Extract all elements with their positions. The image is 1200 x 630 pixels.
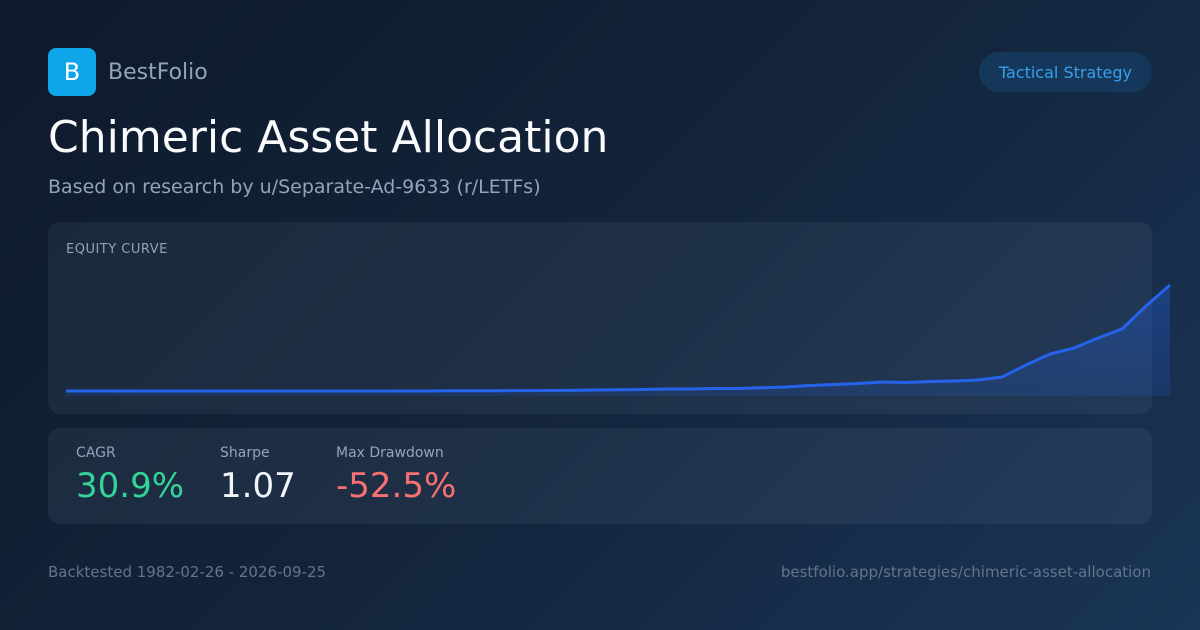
metrics-panel <box>48 428 1152 524</box>
metric-label: CAGR <box>76 445 116 461</box>
metric-value: 30.9% <box>76 466 185 506</box>
metric-label: Sharpe <box>220 445 270 461</box>
brand-name: BestFolio <box>108 60 208 85</box>
metric-label: Max Drawdown <box>336 445 444 461</box>
metric-value: 1.07 <box>220 466 296 506</box>
chart-panel <box>48 222 1152 414</box>
title: Chimeric Asset Allocation <box>48 112 609 163</box>
metric-value: -52.5% <box>336 466 457 506</box>
footer-right: bestfolio.app/strategies/chimeric-asset-… <box>780 563 1151 581</box>
badge: Tactical Strategy <box>978 52 1152 92</box>
footer-left: Backtested 1982-02-26 - 2026-09-25 <box>48 563 327 581</box>
chart-label: EQUITY CURVE <box>66 242 168 257</box>
logo: B <box>48 48 96 96</box>
subtitle: Based on research by u/Separate-Ad-9633 … <box>48 176 541 198</box>
